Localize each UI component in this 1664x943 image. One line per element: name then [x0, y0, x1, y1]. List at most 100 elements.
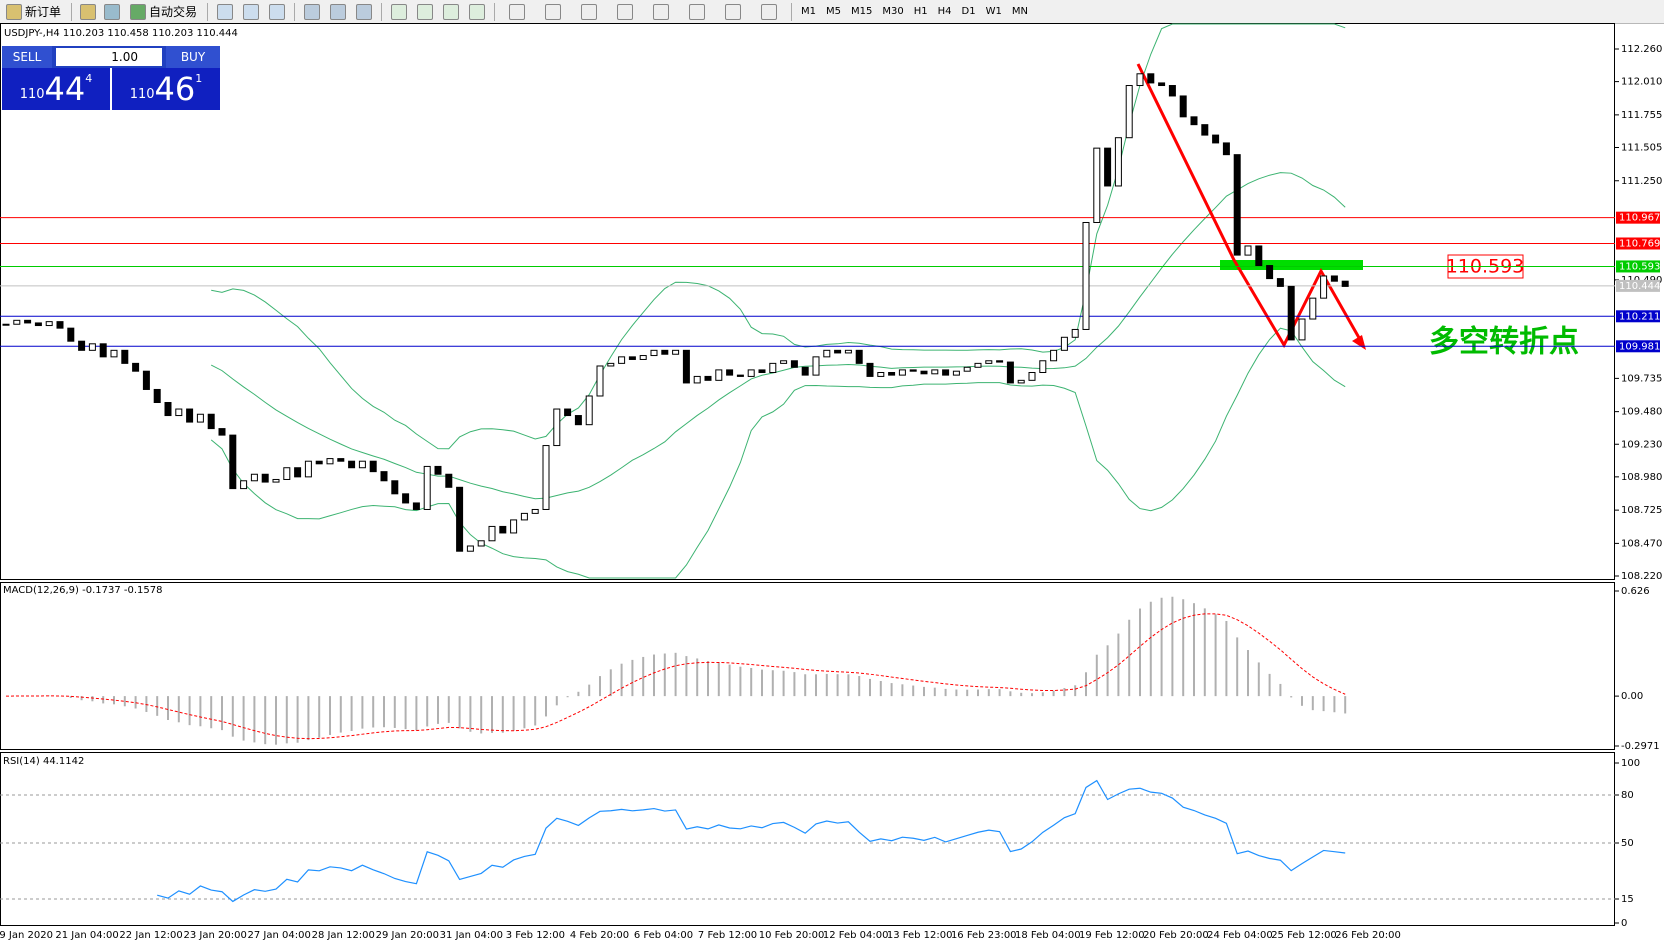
- period-button[interactable]: H4: [937, 6, 952, 17]
- candle: [1006, 361, 1014, 384]
- buy-quote[interactable]: 110 46 1: [112, 68, 220, 110]
- candle: [585, 395, 593, 426]
- period-button[interactable]: M15: [851, 6, 873, 17]
- period-button[interactable]: W1: [985, 6, 1002, 17]
- candle: [67, 327, 75, 342]
- icon[interactable]: [469, 3, 486, 20]
- candle: [564, 408, 572, 417]
- candle: [1158, 82, 1166, 87]
- candle: [1276, 278, 1284, 287]
- x-tick-label: 21 Jan 04:00: [55, 930, 118, 941]
- icon[interactable]: [356, 3, 373, 20]
- icon[interactable]: [617, 3, 634, 20]
- icon[interactable]: [545, 3, 562, 20]
- candle: [996, 360, 1004, 363]
- x-tick-label: 7 Feb 12:00: [698, 930, 757, 941]
- candle: [186, 408, 194, 423]
- candle: [952, 370, 960, 376]
- period-button[interactable]: M30: [882, 6, 904, 17]
- x-tick-label: 26 Feb 20:00: [1335, 930, 1401, 941]
- icon[interactable]: [443, 3, 460, 20]
- arrow-head: [1352, 335, 1366, 350]
- period-button[interactable]: M1: [801, 6, 817, 17]
- candle: [391, 480, 399, 495]
- icon[interactable]: [104, 3, 121, 20]
- x-tick-label: 29 Jan 20:00: [376, 930, 439, 941]
- candle: [1050, 349, 1058, 362]
- period-button[interactable]: M5: [826, 6, 842, 17]
- candle: [121, 349, 129, 364]
- candle: [520, 512, 528, 521]
- icon[interactable]: [243, 3, 260, 20]
- candle: [844, 349, 852, 354]
- icon[interactable]: [330, 3, 347, 20]
- candle: [315, 460, 323, 465]
- icon[interactable]: [509, 3, 526, 20]
- icon[interactable]: [761, 3, 778, 20]
- icon[interactable]: [725, 3, 742, 20]
- candle: [920, 370, 928, 375]
- icon[interactable]: [417, 3, 434, 20]
- new-order-button[interactable]: 新订单: [0, 3, 67, 20]
- y-tick-label: 100: [1621, 758, 1640, 769]
- candle: [1082, 221, 1090, 330]
- auto-trade-button[interactable]: 自动交易: [124, 3, 203, 20]
- y-tick-label: 0.00: [1621, 691, 1643, 702]
- macd-header: MACD(12,26,9) -0.1737 -0.1578: [3, 585, 163, 596]
- buy-button[interactable]: BUY: [166, 46, 220, 68]
- icon[interactable]: [217, 3, 234, 20]
- level-label: 110.211: [1619, 311, 1660, 322]
- rsi-header: RSI(14) 44.1142: [3, 756, 84, 767]
- icon[interactable]: [653, 3, 670, 20]
- candle: [272, 478, 280, 483]
- bollinger-band: [211, 23, 1346, 450]
- candle: [531, 508, 539, 514]
- icon[interactable]: [391, 3, 408, 20]
- candle: [337, 458, 345, 462]
- candle: [628, 356, 636, 360]
- icon[interactable]: [269, 3, 286, 20]
- candle: [823, 349, 831, 358]
- toolbar: 新订单 自动交易 M1 M5 M15 M30 H1 H4 D1 W1 MN: [0, 0, 1664, 24]
- trend-arrow: [1136, 63, 1364, 349]
- rsi-line: [157, 779, 1346, 903]
- candle: [1298, 318, 1306, 341]
- candle: [769, 362, 777, 374]
- y-tick-label: 108.725: [1621, 505, 1662, 516]
- y-tick-label: 111.250: [1621, 176, 1662, 187]
- icon[interactable]: [689, 3, 706, 20]
- label: 自动交易: [149, 5, 198, 19]
- candle: [650, 349, 658, 357]
- candle: [283, 467, 291, 480]
- candle: [261, 473, 269, 483]
- candle: [1190, 116, 1198, 126]
- period-button[interactable]: D1: [961, 6, 976, 17]
- candle: [1179, 95, 1187, 118]
- y-tick-label: 109.480: [1621, 407, 1662, 418]
- candle: [132, 362, 140, 372]
- candle: [790, 360, 798, 368]
- icon[interactable]: [581, 3, 598, 20]
- x-tick-label: 12 Feb 04:00: [823, 930, 889, 941]
- candle: [1330, 275, 1338, 282]
- sell-button[interactable]: SELL: [2, 46, 52, 68]
- separator: [294, 2, 296, 21]
- level-tag: [1616, 279, 1660, 292]
- candle: [1017, 379, 1025, 384]
- price-big: 44: [44, 70, 86, 108]
- icon[interactable]: [304, 3, 321, 20]
- candle: [250, 473, 258, 482]
- candle: [693, 375, 701, 384]
- x-tick-label: 28 Jan 12:00: [312, 930, 375, 941]
- label: 新订单: [25, 5, 62, 19]
- candle: [888, 372, 896, 376]
- period-button[interactable]: H1: [913, 6, 928, 17]
- icon[interactable]: [80, 3, 97, 20]
- candle: [88, 343, 96, 351]
- candle: [34, 322, 42, 327]
- period-button[interactable]: MN: [1011, 6, 1028, 17]
- candle: [110, 349, 118, 358]
- candle: [747, 369, 755, 377]
- lot-input[interactable]: 1.00: [56, 48, 162, 66]
- sell-quote[interactable]: 110 44 4: [2, 68, 110, 110]
